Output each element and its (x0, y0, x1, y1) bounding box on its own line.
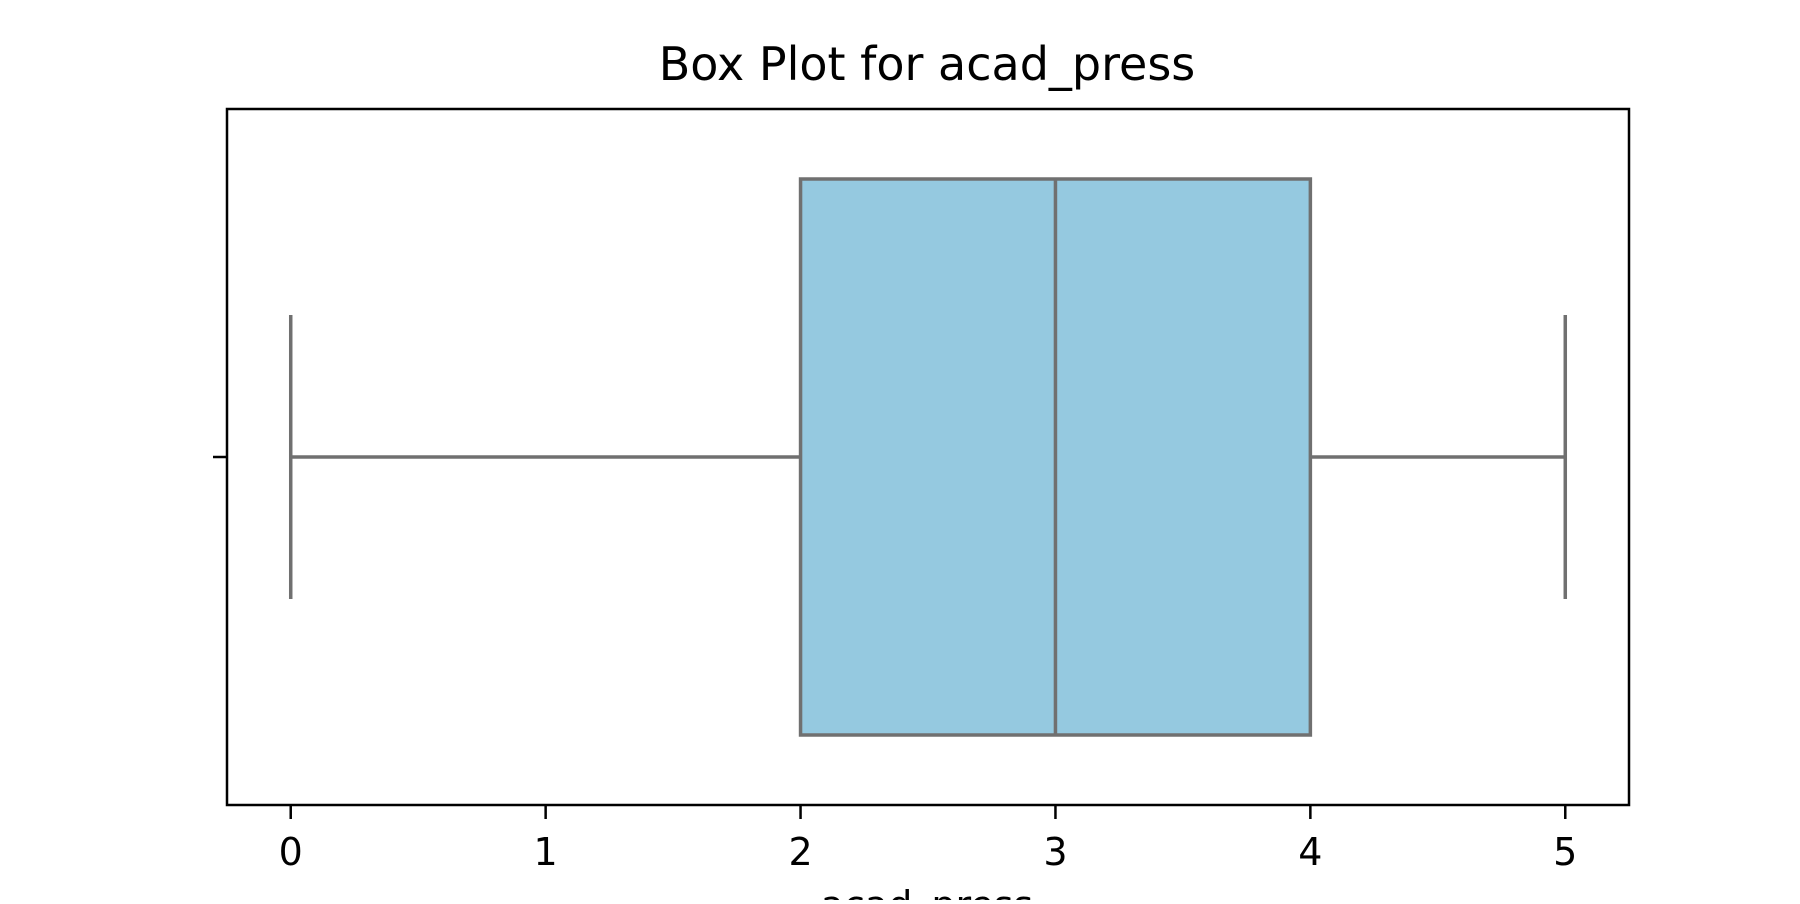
x-axis-label: acad_press (821, 883, 1033, 900)
x-tick-label: 0 (279, 830, 303, 874)
x-tick-label: 1 (534, 830, 558, 874)
x-tick-label: 3 (1043, 830, 1067, 874)
x-tick-label: 2 (788, 830, 812, 874)
chart-title: Box Plot for acad_press (659, 37, 1196, 91)
plot-area: 0 1 2 3 4 5 (213, 107, 1631, 874)
x-tick-label: 5 (1553, 830, 1577, 874)
x-tick-label: 4 (1298, 830, 1322, 874)
